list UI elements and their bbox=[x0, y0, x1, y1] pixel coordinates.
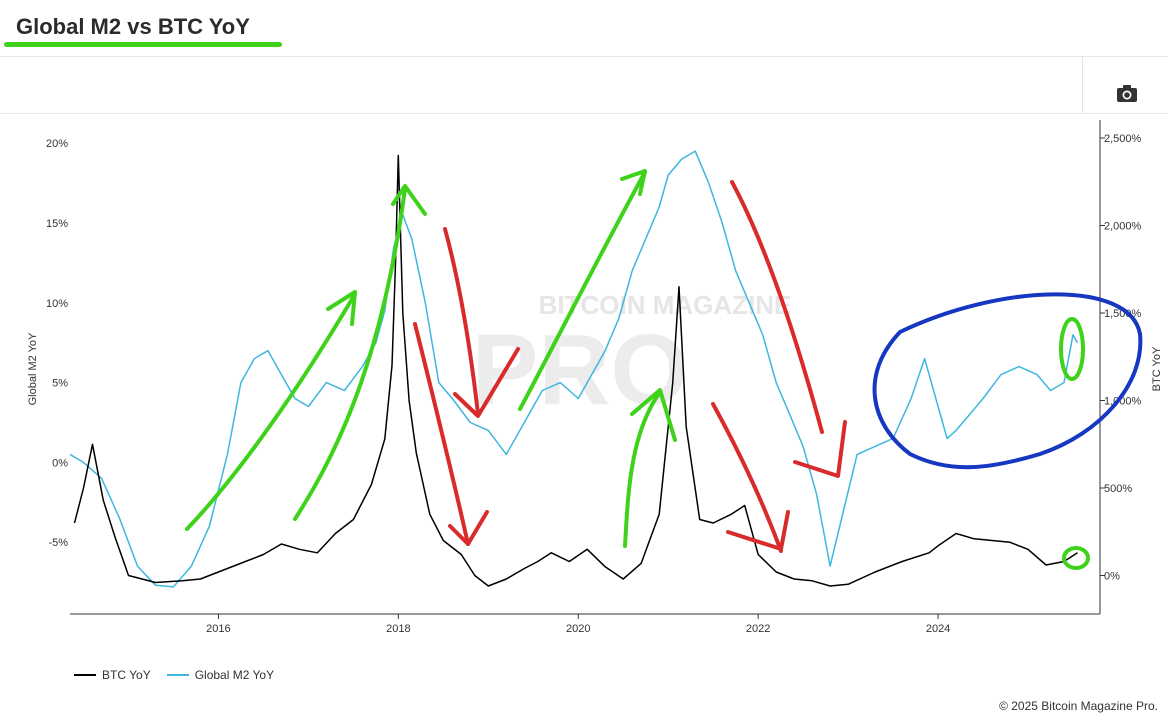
y-right-axis-label: BTC YoY bbox=[1151, 346, 1163, 391]
y-left-tick-label: -5% bbox=[48, 537, 68, 549]
chart-title: Global M2 vs BTC YoY bbox=[16, 14, 250, 39]
annotation-arrow-head bbox=[448, 510, 489, 546]
legend-swatch-btc bbox=[74, 674, 96, 676]
annotation-arrow-down bbox=[730, 180, 824, 434]
toolbar-divider bbox=[1082, 57, 1083, 113]
legend-label-btc: BTC YoY bbox=[102, 668, 151, 682]
y-right-tick-label: 2,500% bbox=[1104, 133, 1142, 145]
annotation-arrow-up bbox=[518, 170, 647, 411]
annotation-arrow-head bbox=[726, 510, 790, 551]
legend-label-m2: Global M2 YoY bbox=[194, 668, 275, 682]
y-right-tick-label: 2,000% bbox=[1104, 221, 1142, 233]
annotation-arrow-up bbox=[293, 187, 407, 521]
chart-toolbar bbox=[0, 57, 1168, 114]
x-tick-label: 2016 bbox=[206, 623, 230, 635]
annotation-ellipse bbox=[872, 292, 1143, 470]
y-right-tick-label: 500% bbox=[1104, 483, 1132, 495]
y-left-tick-label: 20% bbox=[46, 138, 68, 150]
x-tick-label: 2022 bbox=[746, 623, 770, 635]
camera-icon[interactable] bbox=[1114, 83, 1140, 105]
title-bar: Global M2 vs BTC YoY bbox=[0, 0, 1168, 57]
legend-swatch-m2 bbox=[166, 674, 189, 676]
legend: BTC YoY Global M2 YoY bbox=[74, 666, 290, 684]
annotation-arrow-head bbox=[620, 169, 647, 196]
annotation-circle-btc bbox=[1062, 546, 1090, 570]
annotation-arrow-down bbox=[443, 227, 480, 416]
x-tick-label: 2024 bbox=[926, 623, 950, 635]
title-underline bbox=[4, 42, 282, 47]
x-tick-label: 2020 bbox=[566, 623, 590, 635]
series-line-m2 bbox=[69, 150, 1079, 588]
legend-item-btc[interactable]: BTC YoY bbox=[74, 668, 151, 682]
legend-item-m2[interactable]: Global M2 YoY bbox=[166, 668, 275, 682]
y-left-axis-label: Global M2 YoY bbox=[27, 332, 39, 405]
annotation-arrow-head bbox=[326, 290, 357, 326]
annotation-arrow-down bbox=[711, 402, 783, 553]
y-left-tick-label: 10% bbox=[46, 298, 68, 310]
y-right-tick-label: 0% bbox=[1104, 571, 1120, 583]
chart-area: BITCOIN MAGAZINE PRO 2016 2018 2020 2022 2024 2… bbox=[0, 114, 1168, 674]
y-left-tick-label: 5% bbox=[52, 378, 68, 390]
y-left-tick-label: 15% bbox=[46, 218, 68, 230]
copyright: © 2025 Bitcoin Magazine Pro. bbox=[999, 699, 1158, 713]
y-left-tick-label: 0% bbox=[52, 457, 68, 469]
x-tick-label: 2018 bbox=[386, 623, 410, 635]
annotation-arrow-up bbox=[623, 390, 662, 548]
annotation-arrow-head bbox=[453, 347, 520, 418]
series-line-btc bbox=[73, 154, 1078, 587]
annotation-arrow-head bbox=[391, 184, 427, 216]
annotation-arrow-head bbox=[630, 388, 677, 442]
annotation-arrow-head bbox=[793, 420, 847, 478]
annotation-arrow-down bbox=[413, 322, 470, 546]
annotation-circle-m2 bbox=[1059, 317, 1085, 381]
annotation-arrow-up bbox=[185, 292, 357, 531]
